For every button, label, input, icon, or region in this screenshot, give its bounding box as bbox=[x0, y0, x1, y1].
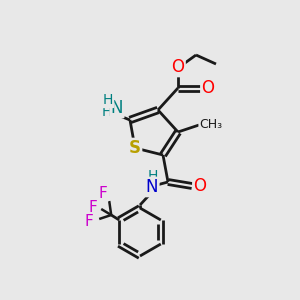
Text: S: S bbox=[129, 139, 141, 157]
Text: N: N bbox=[111, 99, 123, 117]
Text: F: F bbox=[89, 200, 98, 214]
Text: O: O bbox=[202, 79, 214, 97]
Text: F: F bbox=[85, 214, 94, 229]
Text: H: H bbox=[148, 169, 158, 183]
Text: CH₃: CH₃ bbox=[200, 118, 223, 131]
Text: F: F bbox=[99, 185, 108, 200]
Text: O: O bbox=[194, 177, 206, 195]
Text: O: O bbox=[172, 58, 184, 76]
Text: N: N bbox=[146, 178, 158, 196]
Text: H: H bbox=[102, 105, 112, 119]
Text: H: H bbox=[103, 93, 113, 107]
